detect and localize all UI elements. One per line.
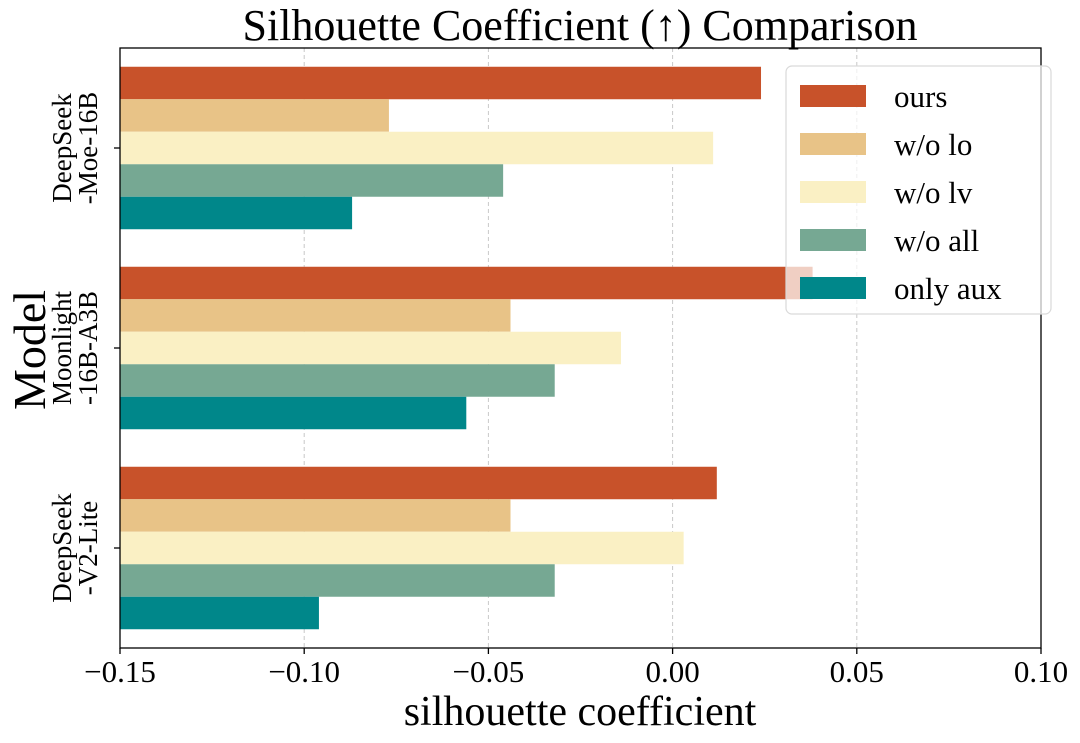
bar-only-aux: [120, 396, 467, 430]
x-tick-label: −0.15: [84, 654, 156, 689]
x-tick-label: 0.00: [645, 654, 699, 689]
legend: ours w/o lo w/o lv w/o all only aux: [785, 65, 1052, 315]
bar-w-o-lo: [120, 299, 511, 332]
x-ticks: −0.15 −0.10 −0.05 0.00 0.05 0.10: [84, 648, 1068, 689]
legend-box: [785, 65, 1052, 315]
legend-swatch: [800, 229, 866, 251]
category-label: DeepSeek-V2-Lite: [47, 493, 103, 603]
bar-w-o-lv: [120, 531, 684, 565]
bar-ours: [120, 66, 762, 100]
chart-title: Silhouette Coefficient (↑) Comparison: [243, 1, 918, 50]
bar-ours: [120, 266, 813, 300]
legend-label: only aux: [894, 271, 1002, 306]
bar-only-aux: [120, 196, 353, 230]
legend-label: w/o lv: [894, 175, 973, 210]
legend-swatch: [800, 85, 866, 107]
x-tick-label: −0.05: [453, 654, 525, 689]
x-tick-label: 0.05: [830, 654, 884, 689]
x-tick-label: −0.10: [268, 654, 340, 689]
y-ticks: DeepSeek-Moe-16B Moonlight-16B-A3B DeepSee…: [47, 92, 120, 603]
bar-only-aux: [120, 596, 319, 630]
category-label: DeepSeek-Moe-16B: [47, 92, 103, 204]
y-axis-label: Model: [4, 290, 55, 410]
bar-w-o-all: [120, 164, 504, 197]
bar-w-o-all: [120, 564, 555, 597]
legend-label: w/o all: [894, 223, 979, 258]
bar-w-o-lo: [120, 499, 511, 532]
bar-w-o-all: [120, 364, 555, 397]
x-axis-label: silhouette coefficient: [404, 689, 757, 735]
x-tick-label: 0.10: [1014, 654, 1068, 689]
legend-label: w/o lo: [894, 127, 972, 162]
bar-ours: [120, 466, 717, 500]
legend-swatch: [800, 277, 866, 299]
bar-w-o-lo: [120, 99, 389, 132]
legend-swatch: [800, 181, 866, 203]
bar-w-o-lv: [120, 331, 622, 365]
category-label: Moonlight-16B-A3B: [47, 290, 103, 405]
legend-swatch: [800, 133, 866, 155]
legend-label: ours: [894, 79, 947, 114]
bars: [120, 66, 813, 630]
bar-w-o-lv: [120, 131, 714, 165]
